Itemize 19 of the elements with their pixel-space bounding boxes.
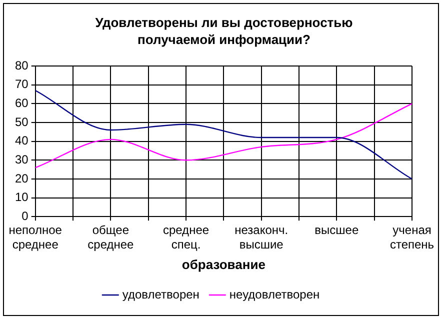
y-tick-label: 10 bbox=[14, 190, 29, 204]
legend-label: удовлетворен bbox=[122, 287, 200, 302]
x-tick-label: общее среднее bbox=[88, 223, 134, 252]
y-tick-label: 40 bbox=[14, 134, 29, 148]
y-tick-label: 30 bbox=[14, 152, 29, 166]
y-tick-label: 70 bbox=[14, 77, 29, 92]
x-tick-label: среднее спец. bbox=[162, 223, 210, 252]
y-tick-label: 20 bbox=[14, 171, 29, 186]
y-tick-label: 60 bbox=[14, 96, 29, 110]
x-tick-label: ученая степень bbox=[390, 223, 434, 252]
legend-label: неудовлетворен bbox=[229, 287, 320, 302]
x-tick-label: незаконч. высшие bbox=[234, 223, 288, 252]
y-tick-label: 0 bbox=[22, 208, 29, 223]
chart-title: Удовлетворены ли вы достоверностью получаемой информации? bbox=[94, 14, 354, 48]
x-tick-label: неполное среднее bbox=[8, 223, 62, 252]
y-tick-label: 80 bbox=[14, 58, 29, 72]
x-tick-label: высшее bbox=[314, 223, 359, 238]
y-tick-label: 50 bbox=[14, 114, 29, 129]
x-axis-title: образование bbox=[182, 256, 266, 272]
